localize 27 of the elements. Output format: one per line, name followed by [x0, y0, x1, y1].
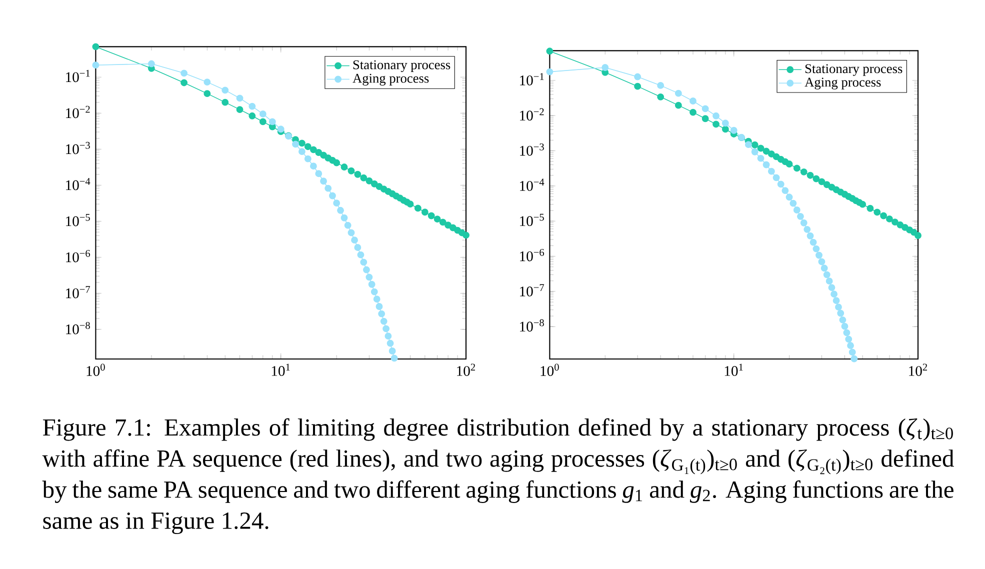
x-tick-label: 10$^{1}$ — [724, 364, 743, 376]
y-tick-label: 10$^{−1}$ — [520, 73, 544, 86]
legend-label: Aging process — [804, 78, 881, 90]
y-tick-label: 10$^{−8}$ — [520, 319, 544, 332]
y-tick-label: 10$^{−5}$ — [66, 214, 90, 226]
y-tick-label: 10$^{−3}$ — [66, 142, 90, 154]
y-tick-label: 10$^{−6}$ — [66, 250, 90, 262]
y-tick-label: 10$^{−3}$ — [520, 143, 544, 156]
legend-label: Aging process — [352, 74, 429, 86]
x-tick-label: 10$^{2}$ — [457, 364, 475, 376]
y-tick-label: 10$^{−5}$ — [520, 214, 544, 226]
x-tick-label: 10$^{2}$ — [909, 364, 927, 376]
x-tick-label: 10$^{1}$ — [272, 364, 290, 376]
y-tick-label: 10$^{−4}$ — [66, 178, 90, 190]
legend-label: Stationary process — [353, 60, 450, 72]
y-tick-label: 10$^{−8}$ — [66, 322, 90, 334]
y-tick-label: 10$^{−7}$ — [520, 284, 544, 296]
y-tick-label: 10$^{−1}$ — [66, 70, 90, 82]
y-tick-label: 10$^{−2}$ — [520, 108, 544, 121]
x-tick-label: 10$^{0}$ — [540, 364, 559, 376]
y-tick-label: 10$^{−6}$ — [520, 248, 544, 262]
y-tick-label: 10$^{−4}$ — [520, 178, 544, 191]
y-tick-label: 10$^{−2}$ — [66, 106, 90, 118]
y-tick-label: 10$^{−7}$ — [66, 286, 90, 298]
text: Figure 7.1: Examples of limiting degree distribution defined by a stationary process (ζ$_{t}$)$_{t≥0}$ with affine PA sequence (red lines), and two aging processes (ζ$_{G₁(t)}$)$_{t≥0}$ and (ζ$_{G₂(t)}$)$_{t≥0}$ defined by the same PA sequence and two different aging functions g$_{1}$ and g$_{2}$. Aging functions are the same as in Figure 1.24. — [42, 418, 954, 534]
x-tick-label: 10$^{0}$ — [86, 364, 105, 376]
legend-label: Stationary process — [805, 64, 902, 76]
